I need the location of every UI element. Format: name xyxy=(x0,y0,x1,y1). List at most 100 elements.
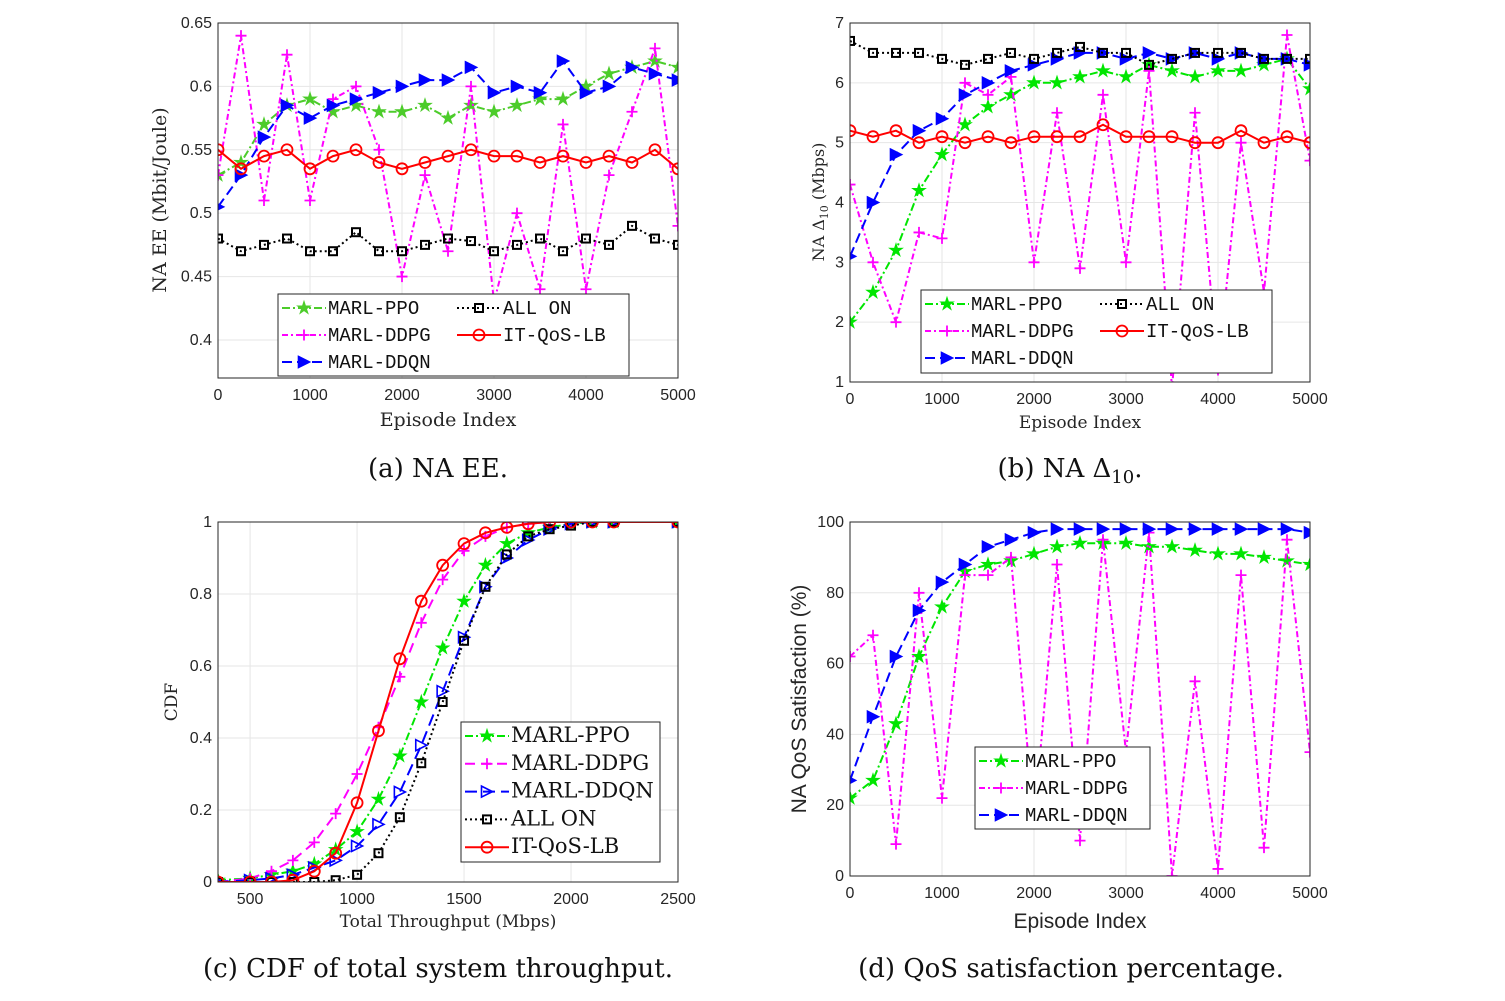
series-line xyxy=(218,522,678,882)
y-tick-label: 0.5 xyxy=(190,205,212,222)
data-point xyxy=(393,652,407,666)
series-line xyxy=(218,35,678,303)
data-point xyxy=(1026,545,1042,561)
legend-label: MARL-DDPG xyxy=(1025,778,1128,800)
axes-box xyxy=(849,22,1311,383)
series-layer xyxy=(218,30,678,308)
data-point xyxy=(1187,542,1203,558)
data-point xyxy=(1234,46,1249,60)
data-point xyxy=(218,143,225,157)
data-point xyxy=(464,60,479,75)
data-point xyxy=(578,78,594,94)
data-point xyxy=(1187,68,1203,84)
data-point xyxy=(934,146,950,162)
data-point xyxy=(258,195,270,206)
data-point xyxy=(1279,552,1295,568)
xlabel-b: Episode Index xyxy=(1019,413,1142,433)
legend-item-ddpg: MARL-DDPG xyxy=(979,778,1128,800)
data-point xyxy=(1003,86,1019,102)
series-line xyxy=(850,542,1310,799)
data-point xyxy=(672,220,678,232)
legend-item-allon: ALL ON xyxy=(465,806,596,830)
data-point xyxy=(1097,534,1109,546)
legend-marker-tri-icon xyxy=(940,351,955,365)
data-point xyxy=(414,738,429,752)
legend-label: ALL ON xyxy=(503,298,571,320)
y-tick-label: 0.6 xyxy=(190,78,212,95)
x-tick-label: 5000 xyxy=(1292,391,1328,408)
x-tick-label: 1000 xyxy=(924,391,960,408)
legend-marker-tri-icon xyxy=(480,784,495,799)
data-point xyxy=(1281,29,1293,41)
data-point xyxy=(1096,46,1111,60)
data-point xyxy=(477,556,494,572)
data-point xyxy=(850,651,856,663)
panel-b: 0 1000 2000 3000 4000 5000 1 2 3 4 5 6 7 MARL-PPO ALL … xyxy=(835,15,1328,408)
data-point xyxy=(1256,549,1272,565)
data-point xyxy=(890,316,902,328)
data-point xyxy=(466,236,476,247)
data-point xyxy=(437,574,449,586)
data-point xyxy=(1096,118,1110,132)
data-point xyxy=(372,156,386,169)
data-point xyxy=(625,156,639,169)
x-tick-label: 1000 xyxy=(292,387,328,404)
data-point xyxy=(982,569,994,581)
legend-label: ALL ON xyxy=(510,806,596,830)
data-point xyxy=(349,92,364,106)
x-tick-label: 1000 xyxy=(339,891,375,908)
series-layer xyxy=(850,522,1310,876)
data-point xyxy=(889,649,904,664)
y-tick-label: 100 xyxy=(817,514,844,531)
series-line xyxy=(850,51,1310,257)
caption-b-end: . xyxy=(1134,454,1142,484)
y-tick-label: 2 xyxy=(835,314,844,331)
caption-a: (a) NA EE. xyxy=(368,454,508,484)
legend-box xyxy=(920,289,1273,374)
data-point xyxy=(866,130,880,144)
panel-c: 500 1000 1500 2000 2500 0 0.2 0.4 0.6 0.8 1 MARL-PP… xyxy=(190,514,696,908)
data-point xyxy=(1004,136,1018,150)
data-point xyxy=(1233,545,1249,561)
data-point xyxy=(1006,47,1016,58)
y-tick-label: 0.45 xyxy=(181,269,212,286)
data-point xyxy=(265,875,278,882)
ylabel-b-sub: 10 xyxy=(818,205,831,219)
series-itqos xyxy=(850,118,1310,150)
y-tick-label: 6 xyxy=(835,75,844,92)
data-point xyxy=(500,522,514,534)
ylabel-a: NA EE (Mbit/Joule) xyxy=(149,107,171,292)
data-point xyxy=(850,313,858,329)
caption-b: (b) NA Δ10. xyxy=(998,454,1143,488)
data-point xyxy=(487,85,502,100)
data-point xyxy=(912,603,927,618)
data-point xyxy=(1164,62,1180,78)
data-point xyxy=(1072,68,1088,84)
data-point xyxy=(1144,59,1154,70)
legend-marker-tri-icon xyxy=(297,355,312,369)
legend-label: MARL-DDQN xyxy=(511,779,654,803)
data-point xyxy=(1098,47,1108,58)
data-point xyxy=(413,693,430,709)
data-point xyxy=(443,233,453,244)
data-point xyxy=(936,792,948,804)
data-point xyxy=(935,111,950,126)
legend-item-ddqn: MARL-DDQN xyxy=(979,805,1128,827)
data-point xyxy=(587,522,598,527)
data-point xyxy=(480,581,491,592)
data-point xyxy=(911,648,927,664)
data-point xyxy=(850,179,856,191)
data-point xyxy=(1280,522,1295,536)
data-point xyxy=(372,724,385,738)
data-point xyxy=(1234,522,1249,536)
data-point xyxy=(626,106,638,118)
legend-marker-square-icon xyxy=(482,814,492,825)
x-tick-label: 2500 xyxy=(660,891,696,908)
data-point xyxy=(266,877,277,882)
series-itqos xyxy=(218,522,678,882)
y-tick-label: 0.2 xyxy=(190,802,212,819)
data-point xyxy=(557,118,569,130)
legend-item-ppo: MARL-PPO xyxy=(282,298,419,320)
data-point xyxy=(603,169,615,181)
data-point xyxy=(850,124,857,138)
